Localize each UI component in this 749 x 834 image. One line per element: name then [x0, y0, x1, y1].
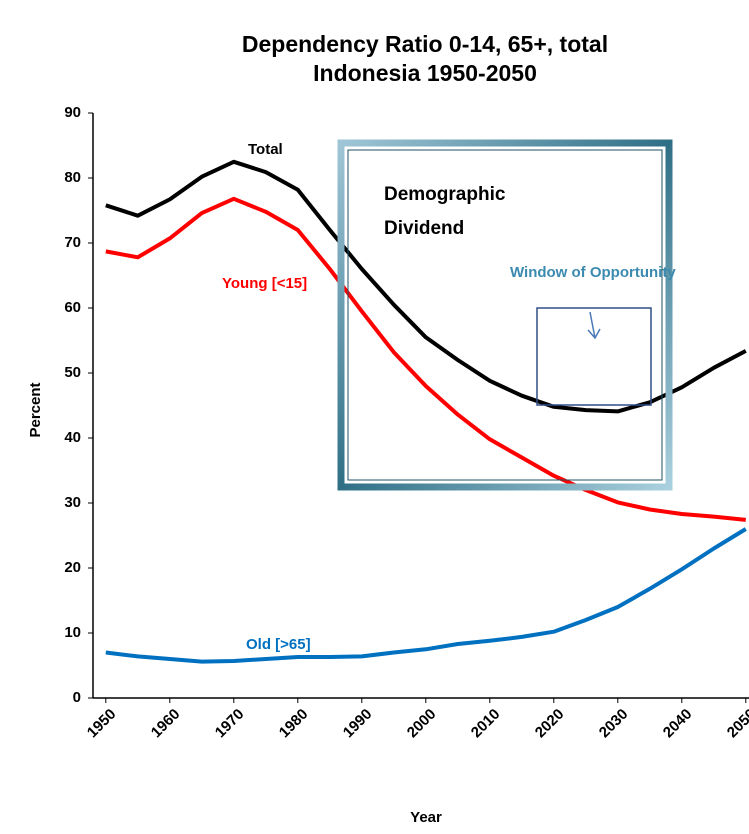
y-tick-label: 70	[64, 234, 81, 251]
y-tick-label: 40	[64, 429, 81, 446]
x-tick-label: 1980	[276, 706, 312, 742]
chart-title: Indonesia 1950-2050	[313, 60, 537, 86]
series-label: Total	[248, 141, 283, 158]
y-tick-label: 60	[64, 299, 81, 316]
chart-title: Dependency Ratio 0-14, 65+, total	[242, 31, 608, 57]
dividend-label: Dividend	[384, 218, 464, 239]
x-tick-label: 2000	[404, 706, 440, 742]
x-tick-label: 1970	[212, 706, 248, 742]
y-tick-label: 80	[64, 169, 81, 186]
series-line	[105, 196, 747, 522]
series-line	[105, 527, 747, 664]
x-tick-label: 1960	[148, 706, 184, 742]
x-tick-label: 1990	[340, 706, 376, 742]
y-tick-label: 0	[73, 689, 81, 706]
x-tick-label: 2040	[660, 706, 696, 742]
dividend-label: Demographic	[384, 184, 506, 205]
window-label: Window of Opportunity	[510, 264, 676, 281]
x-tick-label: 2050	[724, 706, 749, 742]
x-axis-label: Year	[410, 809, 442, 826]
y-tick-label: 20	[64, 559, 81, 576]
series-label: Old [>65]	[246, 636, 311, 653]
window-box	[536, 307, 652, 406]
y-tick-label: 30	[64, 494, 81, 511]
y-axis-label: Percent	[27, 382, 44, 437]
series-label: Young [<15]	[222, 275, 307, 292]
x-tick-label: 1950	[84, 706, 120, 742]
window-arrow	[587, 311, 601, 340]
x-tick-label: 2030	[596, 706, 632, 742]
dividend-box	[337, 139, 673, 491]
dividend-box-inner	[347, 149, 663, 481]
y-tick-label: 50	[64, 364, 81, 381]
x-tick-label: 2020	[532, 706, 568, 742]
y-tick-label: 10	[64, 624, 81, 641]
x-tick-label: 2010	[468, 706, 504, 742]
y-tick-label: 90	[64, 104, 81, 121]
